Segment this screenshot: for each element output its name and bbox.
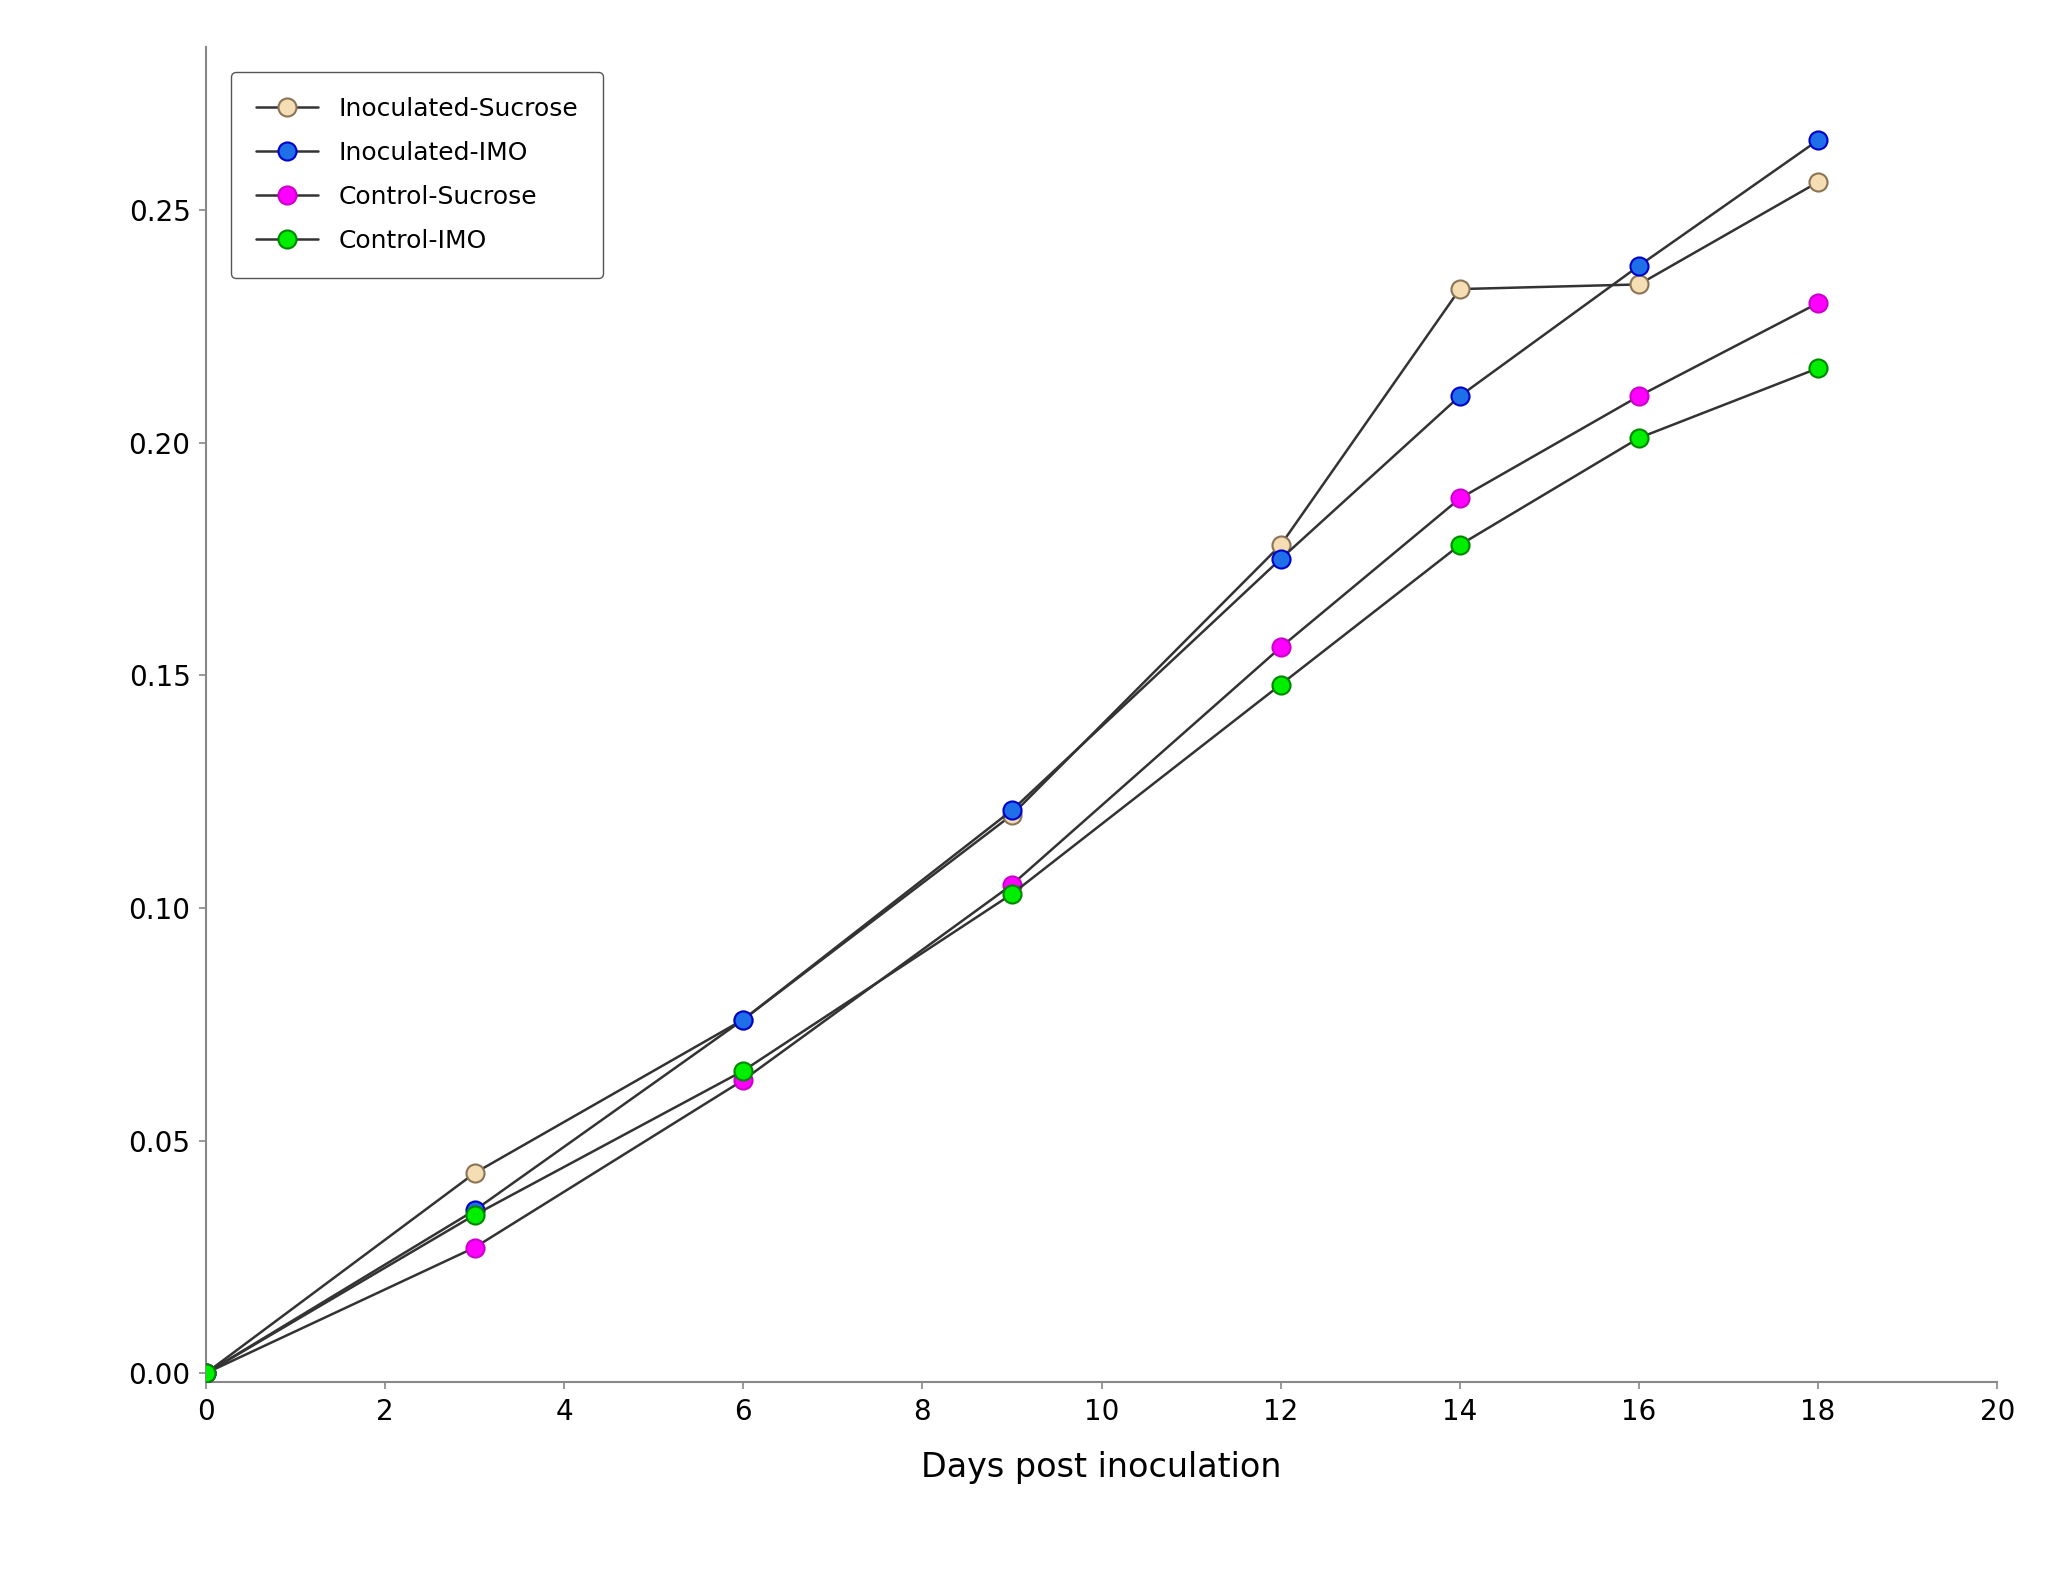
Line: Inoculated-IMO: Inoculated-IMO bbox=[198, 130, 1826, 1382]
Inoculated-Sucrose bbox=[1627, 275, 1651, 294]
Control-Sucrose bbox=[1268, 638, 1293, 657]
Inoculated-IMO bbox=[1627, 256, 1651, 275]
Control-IMO bbox=[1627, 429, 1651, 448]
X-axis label: Days post inoculation: Days post inoculation bbox=[920, 1450, 1283, 1483]
Inoculated-Sucrose bbox=[1001, 806, 1025, 825]
Inoculated-Sucrose bbox=[1447, 280, 1472, 298]
Inoculated-IMO bbox=[194, 1364, 218, 1382]
Inoculated-IMO bbox=[1447, 386, 1472, 405]
Inoculated-IMO bbox=[1001, 801, 1025, 820]
Inoculated-Sucrose bbox=[1268, 536, 1293, 555]
Control-IMO bbox=[461, 1205, 488, 1224]
Inoculated-Sucrose bbox=[731, 1010, 756, 1029]
Inoculated-Sucrose bbox=[1806, 173, 1830, 192]
Control-IMO bbox=[1806, 358, 1830, 377]
Line: Inoculated-Sucrose: Inoculated-Sucrose bbox=[198, 173, 1826, 1382]
Control-IMO bbox=[1268, 676, 1293, 694]
Control-IMO bbox=[1447, 536, 1472, 555]
Control-Sucrose bbox=[731, 1070, 756, 1089]
Control-Sucrose bbox=[461, 1238, 488, 1257]
Inoculated-Sucrose bbox=[461, 1164, 488, 1183]
Control-Sucrose bbox=[1447, 489, 1472, 507]
Control-IMO bbox=[1001, 884, 1025, 903]
Line: Control-IMO: Control-IMO bbox=[198, 360, 1826, 1382]
Legend: Inoculated-Sucrose, Inoculated-IMO, Control-Sucrose, Control-IMO: Inoculated-Sucrose, Inoculated-IMO, Cont… bbox=[231, 72, 603, 278]
Inoculated-IMO bbox=[461, 1200, 488, 1219]
Inoculated-IMO bbox=[1806, 130, 1830, 149]
Line: Control-Sucrose: Control-Sucrose bbox=[198, 294, 1826, 1382]
Control-IMO bbox=[194, 1364, 218, 1382]
Inoculated-IMO bbox=[1268, 550, 1293, 569]
Control-Sucrose bbox=[1001, 875, 1025, 894]
Inoculated-IMO bbox=[731, 1010, 756, 1029]
Control-Sucrose bbox=[1627, 386, 1651, 405]
Control-Sucrose bbox=[1806, 294, 1830, 313]
Inoculated-Sucrose bbox=[194, 1364, 218, 1382]
Control-IMO bbox=[731, 1062, 756, 1081]
Control-Sucrose bbox=[194, 1364, 218, 1382]
